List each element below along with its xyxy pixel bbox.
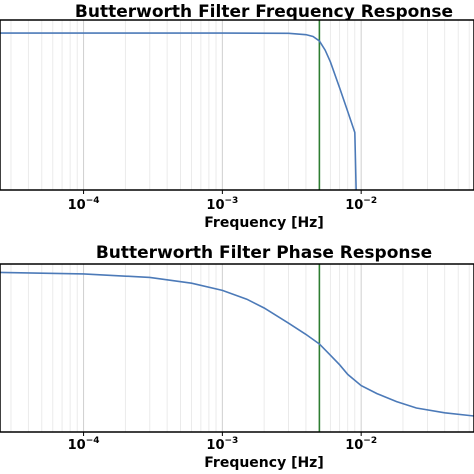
x-tick-label-phase: 10−3 xyxy=(206,436,238,453)
x-axis-label-phase: Frequency [Hz] xyxy=(204,455,323,471)
plot-frame-frequency xyxy=(0,19,474,191)
x-tick-label-phase: 10−2 xyxy=(345,436,377,453)
frequency-response-panel: Butterworth Filter Frequency Response 10… xyxy=(0,2,474,231)
series-line-frequency-0 xyxy=(0,32,357,191)
chart-title-phase: Butterworth Filter Phase Response xyxy=(96,243,432,263)
series-line-phase-0 xyxy=(0,271,474,417)
chart-title-frequency: Butterworth Filter Frequency Response xyxy=(75,2,453,22)
x-axis-label-frequency: Frequency [Hz] xyxy=(204,215,323,231)
plot-frame-phase xyxy=(0,263,474,433)
x-tick-label-frequency: 10−2 xyxy=(345,196,377,213)
x-tick-label-frequency: 10−3 xyxy=(206,196,238,213)
x-tick-label-phase: 10−4 xyxy=(68,436,100,453)
x-tick-label-frequency: 10−4 xyxy=(68,196,100,213)
phase-response-panel: Butterworth Filter Phase Response 10−4 10… xyxy=(0,243,474,471)
